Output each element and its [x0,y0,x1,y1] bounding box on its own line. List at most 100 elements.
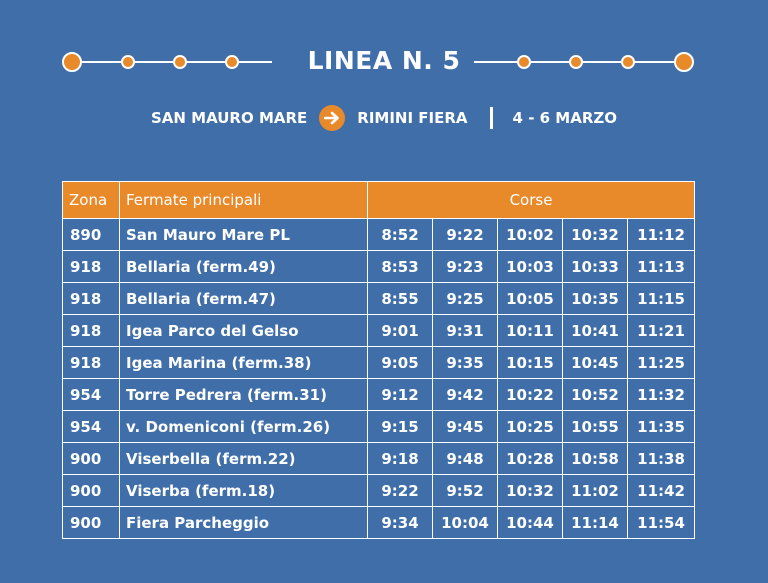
departure-time-cell: 9:12 [367,378,433,411]
departure-time-cell: 9:22 [432,218,498,251]
arrow-right-icon [319,105,346,131]
departure-time-cell: 10:11 [497,314,563,347]
zone-cell: 918 [62,250,120,283]
stop-name-cell: Torre Pedrera (ferm.31) [119,378,368,411]
departure-time-cell: 11:54 [626,506,696,539]
stop-dot-icon [173,55,187,69]
departure-time-cell: 10:33 [562,250,628,283]
departure-time-cell: 8:53 [367,250,433,283]
departure-time-cell: 9:15 [367,410,433,443]
departure-time-cell: 10:02 [497,218,563,251]
departure-time-cell: 9:05 [367,346,433,379]
departure-time-cell: 11:42 [626,474,696,507]
stop-dot-icon [62,52,82,72]
zone-cell: 918 [62,346,120,379]
route-summary: SAN MAURO MARE RIMINI FIERA 4 - 6 MARZO [0,104,768,132]
route-divider [489,107,493,129]
departure-time-cell: 11:13 [626,250,696,283]
departure-time-cell: 9:23 [432,250,498,283]
header-zone: Zona [62,181,120,219]
table-row: 918 Igea Parco del Gelso 9:01 9:31 10:11 10:4… [62,314,696,347]
route-track-left [62,44,282,80]
header-runs: Corse [366,181,696,219]
departure-time-cell: 9:34 [367,506,433,539]
departure-time-cell: 10:45 [562,346,628,379]
departure-time-cell: 10:22 [497,378,563,411]
departure-time-cell: 9:18 [367,442,433,475]
zone-cell: 954 [62,378,120,411]
table-row: 954 v. Domeniconi (ferm.26) 9:15 9:45 10:25 1… [62,410,696,443]
departure-time-cell: 11:25 [626,346,696,379]
zone-cell: 954 [62,410,120,443]
departure-time-cell: 10:32 [497,474,563,507]
stop-name-cell: Bellaria (ferm.49) [119,250,368,283]
stop-dot-icon [621,55,635,69]
departure-time-cell: 11:38 [626,442,696,475]
table-row: 900 Fiera Parcheggio 9:34 10:04 10:44 11:14 11… [62,506,696,539]
departure-time-cell: 9:52 [432,474,498,507]
departure-time-cell: 9:48 [432,442,498,475]
table-row: 918 Bellaria (ferm.49) 8:53 9:23 10:03 10:33 1… [62,250,696,283]
zone-cell: 900 [62,474,120,507]
departure-time-cell: 10:15 [497,346,563,379]
departure-time-cell: 10:03 [497,250,563,283]
route-track-right [474,44,696,80]
departure-time-cell: 11:15 [626,282,696,315]
departure-time-cell: 11:35 [626,410,696,443]
line-title: LINEA N. 5 [307,46,461,75]
table-header-row: Zona Fermate principali Corse [62,181,696,219]
departure-time-cell: 9:25 [432,282,498,315]
departure-time-cell: 10:52 [562,378,628,411]
stop-name-cell: Viserba (ferm.18) [119,474,368,507]
departure-time-cell: 9:42 [432,378,498,411]
stop-dot-icon [121,55,135,69]
stop-dot-icon [674,52,694,72]
departure-time-cell: 9:45 [432,410,498,443]
departure-time-cell: 10:41 [562,314,628,347]
stop-dot-icon [569,55,583,69]
departure-time-cell: 10:04 [432,506,498,539]
stop-dot-icon [517,55,531,69]
departure-time-cell: 11:32 [626,378,696,411]
table-row: 900 Viserba (ferm.18) 9:22 9:52 10:32 11:02 11… [62,474,696,507]
stop-name-cell: Igea Parco del Gelso [119,314,368,347]
departure-time-cell: 10:25 [497,410,563,443]
route-dates: 4 - 6 MARZO [512,109,618,127]
departure-time-cell: 9:01 [367,314,433,347]
departure-time-cell: 8:52 [367,218,433,251]
stop-dot-icon [225,55,239,69]
departure-time-cell: 11:02 [562,474,628,507]
table-row: 918 Bellaria (ferm.47) 8:55 9:25 10:05 10:35 1… [62,282,696,315]
stop-name-cell: Fiera Parcheggio [119,506,368,539]
zone-cell: 918 [62,314,120,347]
zone-cell: 918 [62,282,120,315]
departure-time-cell: 9:35 [432,346,498,379]
table-row: 954 Torre Pedrera (ferm.31) 9:12 9:42 10:22 1… [62,378,696,411]
route-destination: RIMINI FIERA [357,109,468,127]
stop-name-cell: Viserbella (ferm.22) [119,442,368,475]
departure-time-cell: 11:21 [626,314,696,347]
departure-time-cell: 10:58 [562,442,628,475]
zone-cell: 900 [62,442,120,475]
title-row: LINEA N. 5 [0,44,768,80]
timetable-body: 890 San Mauro Mare PL 8:52 9:22 10:02 10:32 11… [62,218,696,539]
stop-name-cell: San Mauro Mare PL [119,218,368,251]
timetable: Zona Fermate principali Corse 890 San Mau… [62,181,696,539]
stop-name-cell: Igea Marina (ferm.38) [119,346,368,379]
departure-time-cell: 10:05 [497,282,563,315]
departure-time-cell: 10:35 [562,282,628,315]
departure-time-cell: 10:28 [497,442,563,475]
departure-time-cell: 8:55 [367,282,433,315]
table-row: 918 Igea Marina (ferm.38) 9:05 9:35 10:15 10:… [62,346,696,379]
zone-cell: 890 [62,218,120,251]
departure-time-cell: 9:31 [432,314,498,347]
departure-time-cell: 11:12 [626,218,696,251]
header-stops: Fermate principali [119,181,368,219]
table-row: 890 San Mauro Mare PL 8:52 9:22 10:02 10:32 11… [62,218,696,251]
departure-time-cell: 10:32 [562,218,628,251]
route-origin: SAN MAURO MARE [150,109,308,127]
departure-time-cell: 10:55 [562,410,628,443]
departure-time-cell: 9:22 [367,474,433,507]
stop-name-cell: Bellaria (ferm.47) [119,282,368,315]
departure-time-cell: 11:14 [562,506,628,539]
